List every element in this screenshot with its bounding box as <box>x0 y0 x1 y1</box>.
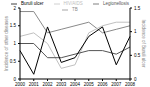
svg-text:2005: 2005 <box>84 82 95 87</box>
html-text:TB: TB <box>72 7 78 13</box>
svg-text:0: 0 <box>134 77 137 82</box>
svg-text:2001: 2001 <box>29 82 40 87</box>
svg-text:Incidence of Buruli ulcer: Incidence of Buruli ulcer <box>141 19 142 68</box>
svg-text:2007: 2007 <box>111 82 122 87</box>
svg-text:2008: 2008 <box>125 82 136 87</box>
svg-text:2006: 2006 <box>97 82 108 87</box>
svg-text:2: 2 <box>13 6 16 11</box>
html-text:HIV/AIDS: HIV/AIDS <box>63 1 83 7</box>
svg-text:0: 0 <box>13 77 16 82</box>
svg-text:2003: 2003 <box>56 82 67 87</box>
svg-text:2002: 2002 <box>42 82 53 87</box>
svg-text:1: 1 <box>13 41 16 46</box>
html-text:Legionellosis: Legionellosis <box>102 1 129 7</box>
svg-text:2000: 2000 <box>15 82 26 87</box>
svg-text:2004: 2004 <box>70 82 81 87</box>
svg-text:1.5: 1.5 <box>10 23 17 28</box>
svg-text:0.5: 0.5 <box>10 59 17 64</box>
svg-text:1.5: 1.5 <box>134 6 141 11</box>
svg-text:Incidence of other diseases: Incidence of other diseases <box>8 15 9 71</box>
html-text:Buruli ulcer: Buruli ulcer <box>21 1 44 7</box>
svg-text:0.5: 0.5 <box>134 53 141 58</box>
svg-text:1: 1 <box>134 29 137 34</box>
